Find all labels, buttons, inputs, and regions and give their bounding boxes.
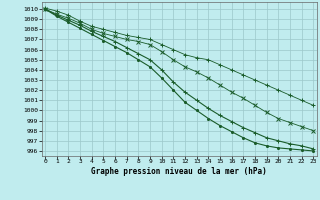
X-axis label: Graphe pression niveau de la mer (hPa): Graphe pression niveau de la mer (hPa): [91, 167, 267, 176]
